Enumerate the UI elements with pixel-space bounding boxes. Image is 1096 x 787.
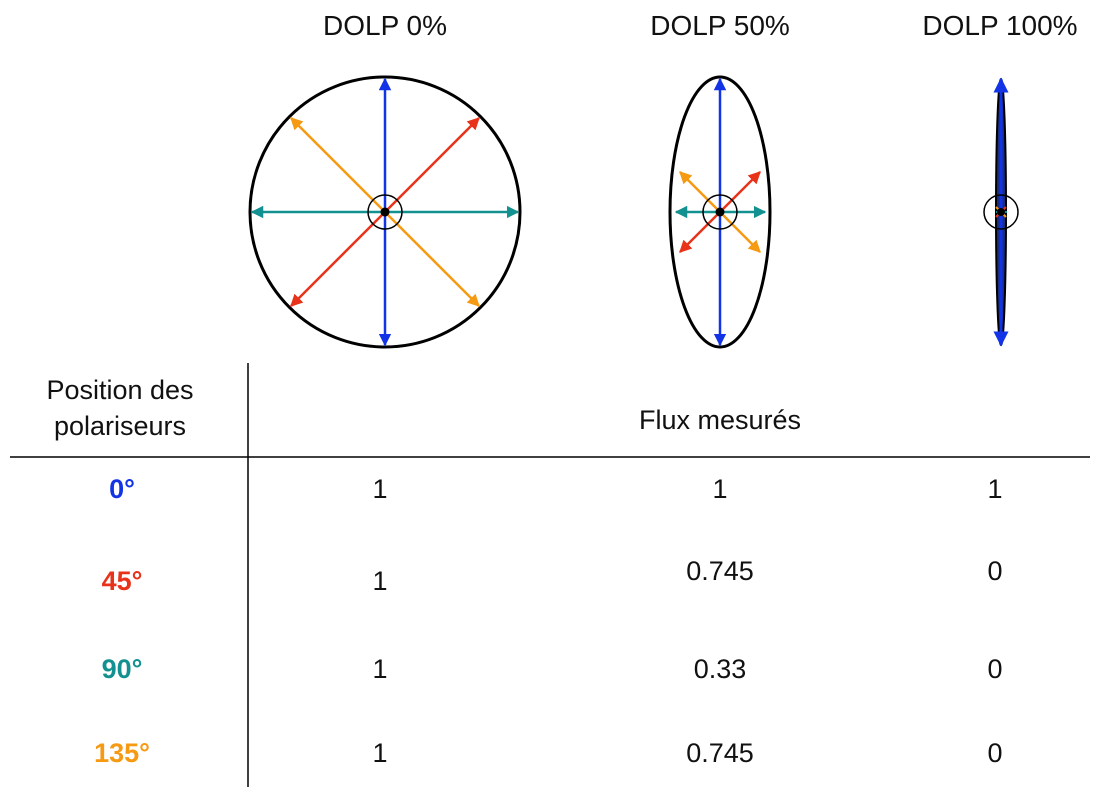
cell-0deg-dolp100: 1	[987, 474, 1003, 504]
row-label-45deg: 45°	[101, 566, 143, 596]
dolp-50-figure	[668, 75, 772, 349]
cell-0deg-dolp50: 1	[712, 474, 728, 504]
table-header-positions: Position des polariseurs	[0, 372, 240, 444]
dolp-50-ellipse	[668, 75, 772, 349]
cell-135deg-dolp100: 0	[987, 738, 1003, 768]
cell-90deg-dolp100: 0	[987, 654, 1003, 684]
dolp-100-figure	[983, 77, 1019, 347]
cell-45deg-dolp50: 0.745	[686, 556, 754, 586]
column-title-dolp-100: DOLP 100%	[922, 10, 1078, 41]
row-label-90deg: 90°	[101, 654, 143, 684]
cell-90deg-dolp0: 1	[372, 654, 388, 684]
dolp-0-circle	[248, 75, 522, 349]
row-label-0deg: 0°	[109, 474, 135, 504]
dolp-50-center-ring	[702, 194, 738, 230]
column-title-dolp-0: DOLP 0%	[323, 10, 447, 41]
cell-90deg-dolp50: 0.33	[693, 654, 747, 684]
row-label-135deg: 135°	[94, 738, 150, 768]
cell-45deg-dolp100: 0	[987, 556, 1003, 586]
table-header-flux: Flux mesurés	[638, 405, 802, 435]
cell-135deg-dolp50: 0.745	[686, 738, 754, 768]
cell-135deg-dolp0: 1	[372, 738, 388, 768]
cell-45deg-dolp0: 1	[372, 566, 388, 596]
header-left-line2: polariseurs	[53, 411, 187, 441]
dolp-0-center-dot	[380, 207, 390, 217]
header-left-line1: Position des	[46, 375, 194, 405]
dolp-50-center-dot	[715, 207, 725, 217]
cell-0deg-dolp0: 1	[372, 474, 388, 504]
dolp-0-center-ring	[367, 194, 403, 230]
column-title-dolp-50: DOLP 50%	[650, 10, 790, 41]
dolp-100-center-dot	[997, 208, 1005, 216]
dolp-0-figure	[248, 75, 522, 349]
dolp-100-center-ring	[983, 194, 1019, 230]
